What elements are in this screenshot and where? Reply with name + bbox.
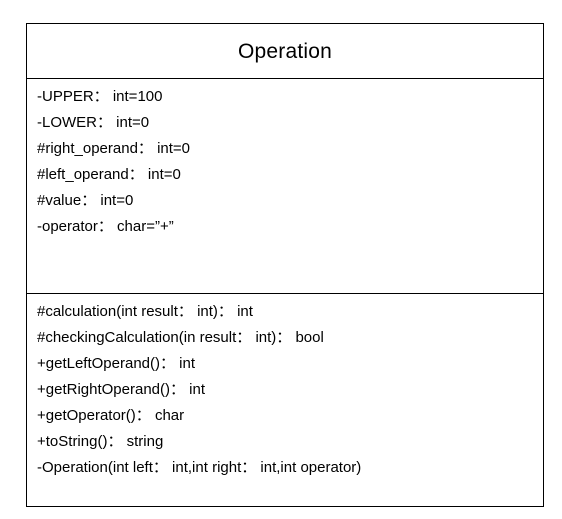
class-name: Operation xyxy=(237,39,333,63)
operation-get-left-operand: +getLeftOperand()： int xyxy=(37,355,196,372)
operation-calculation: #calculation(int result： int)： int xyxy=(37,303,253,320)
attributes-section: -UPPER： int=100 -LOWER： int=0 #right_ope… xyxy=(27,79,543,294)
attribute-upper: -UPPER： int=100 xyxy=(37,88,163,105)
attribute-value: #value： int=0 xyxy=(37,192,134,209)
attribute-lower: -LOWER： int=0 xyxy=(37,114,150,131)
class-name-section: Operation xyxy=(27,24,543,79)
attribute-list: -UPPER： int=100 -LOWER： int=0 #right_ope… xyxy=(37,84,190,240)
operation-to-string: +toString()： string xyxy=(37,433,164,450)
attribute-right-operand: #right_operand： int=0 xyxy=(37,140,191,157)
attribute-operator: -operator： char=”+” xyxy=(37,218,174,235)
operation-constructor: -Operation(int left： int,int right： int,… xyxy=(37,459,362,476)
operation-get-right-operand: +getRightOperand()： int xyxy=(37,381,206,398)
operations-section: #calculation(int result： int)： int #chec… xyxy=(27,294,543,506)
operation-checking-calculation: #checkingCalculation(in result： int)： bo… xyxy=(37,329,324,346)
operation-list: #calculation(int result： int)： int #chec… xyxy=(37,299,361,481)
attribute-left-operand: #left_operand： int=0 xyxy=(37,166,181,183)
operation-get-operator: +getOperator()： char xyxy=(37,407,185,424)
uml-class-box: Operation -UPPER： int=100 -LOWER： int=0 … xyxy=(26,23,544,507)
